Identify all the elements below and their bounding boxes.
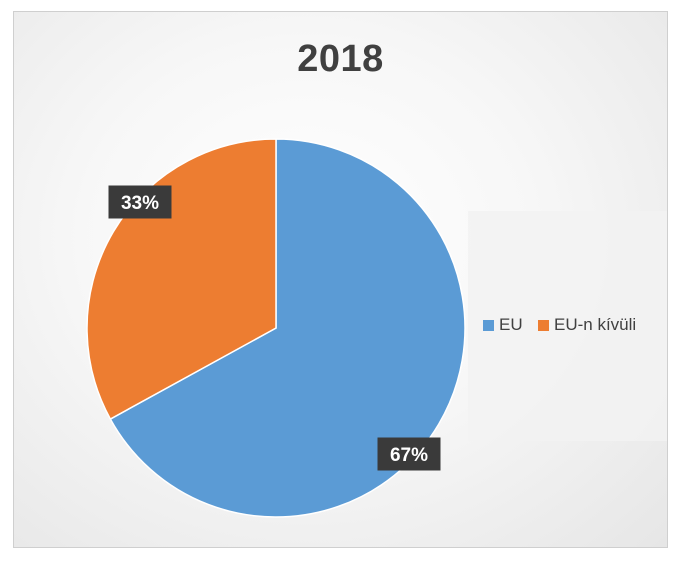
legend-item-eu: EU xyxy=(483,315,523,335)
data-label-eu-text: 67% xyxy=(390,445,428,466)
data-label-non-eu-box xyxy=(108,185,172,219)
legend: EU EU-n kívüli xyxy=(468,211,667,441)
pie-slice-eu xyxy=(109,138,466,518)
chart-title: 2018 xyxy=(297,38,384,80)
legend-swatch-non-eu xyxy=(538,319,549,331)
legend-label-eu: EU xyxy=(499,315,523,334)
data-label-non-eu-text: 33% xyxy=(121,193,159,214)
pie-chart: 67% 33% xyxy=(86,138,466,518)
data-label-eu-box xyxy=(377,437,441,471)
data-label-non-eu: 33% xyxy=(108,185,172,219)
legend-swatch-eu xyxy=(483,319,494,331)
data-label-eu: 67% xyxy=(377,437,441,471)
legend-label-non-eu: EU-n kívüli xyxy=(554,315,637,334)
legend-item-non-eu: EU-n kívüli xyxy=(538,315,636,335)
chart-area: 2018 67% 33% EU EU-n kívüli xyxy=(13,11,668,548)
